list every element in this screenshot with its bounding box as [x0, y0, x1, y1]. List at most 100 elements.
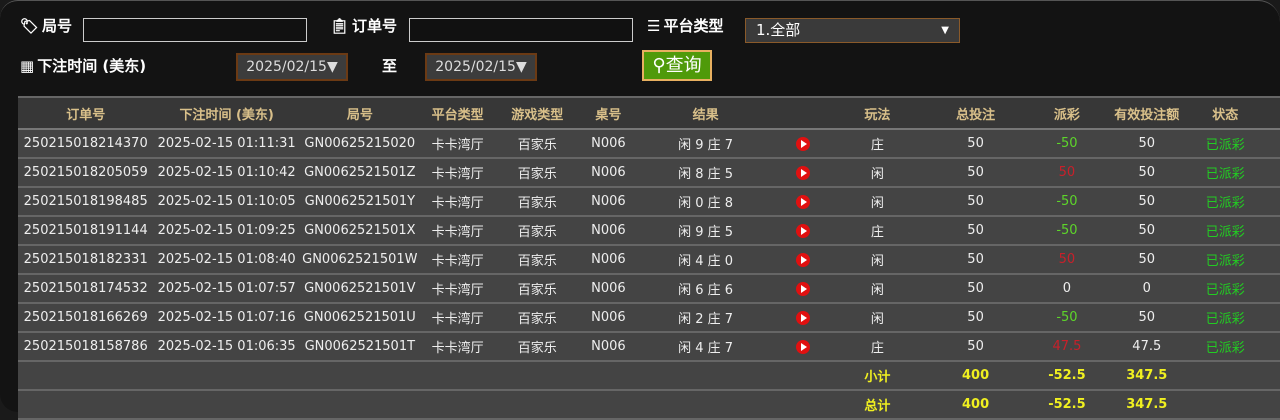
cell: [1261, 303, 1280, 333]
cell: GN0062521501U: [299, 303, 420, 333]
cell: [299, 361, 420, 391]
date-to-select[interactable]: 2025/02/15▼: [425, 53, 537, 81]
column-header: 平台类型: [419, 96, 496, 130]
replay-cell: [773, 245, 834, 275]
play-video-icon[interactable]: [796, 310, 811, 325]
cell: 卡卡湾厅: [419, 216, 496, 246]
play-video-icon[interactable]: [796, 339, 811, 354]
calendar-icon: ▦: [20, 56, 35, 75]
status-badge: 已派彩: [1189, 332, 1262, 362]
status-badge: 已派彩: [1189, 245, 1262, 275]
table-row: 250215018166269 2025-02-15 01:07:16 GN0062…: [18, 303, 1280, 333]
cell: 250215018158786: [18, 332, 154, 362]
time-label: ▦ 下注时间 (美东): [20, 56, 147, 76]
subtotal-row: 小计 400 -52.5 347.5: [18, 361, 1280, 391]
cell: 250215018205059: [18, 158, 154, 188]
cell: N006: [579, 332, 638, 362]
order-input[interactable]: [409, 18, 633, 42]
cell: 400: [921, 361, 1030, 391]
table-row: 250215018174532 2025-02-15 01:07:57 GN0062…: [18, 274, 1280, 304]
cell: [1189, 361, 1262, 391]
cell: 50: [921, 216, 1030, 246]
cell: GN0062521501W: [299, 245, 420, 275]
cell: 347.5: [1104, 361, 1190, 391]
cell: 50: [921, 332, 1030, 362]
cell: 百家乐: [495, 332, 580, 362]
cell: 闲: [833, 158, 922, 188]
table-row: 250215018191144 2025-02-15 01:09:25 GN0062…: [18, 216, 1280, 246]
cell: 卡卡湾厅: [419, 274, 496, 304]
cell: GN00625215020: [299, 129, 420, 159]
cell: 百家乐: [495, 245, 580, 275]
table-row: 250215018205059 2025-02-15 01:10:42 GN0062…: [18, 158, 1280, 188]
cell: [773, 361, 834, 391]
cell: 2025-02-15 01:06:35: [153, 332, 300, 362]
cell: 400: [921, 390, 1030, 420]
cell: 百家乐: [495, 187, 580, 217]
cell: 庄: [833, 129, 922, 159]
cell: [1261, 245, 1280, 275]
cell: N006: [579, 129, 638, 159]
replay-cell: [773, 303, 834, 333]
payout-cell: 0: [1029, 274, 1105, 304]
query-button[interactable]: ⚲查询: [642, 50, 712, 81]
cell: 50: [1104, 216, 1190, 246]
play-video-icon[interactable]: [796, 223, 811, 238]
cell: 50: [1104, 129, 1190, 159]
cell: [579, 390, 638, 420]
cell: 卡卡湾厅: [419, 303, 496, 333]
replay-cell: [773, 332, 834, 362]
play-video-icon[interactable]: [796, 281, 811, 296]
payout-cell: 47.5: [1029, 332, 1105, 362]
payout-cell: -50: [1029, 216, 1105, 246]
status-badge: 已派彩: [1189, 303, 1262, 333]
column-header: 有效投注额: [1104, 96, 1190, 130]
cell: N006: [579, 303, 638, 333]
play-video-icon[interactable]: [796, 252, 811, 267]
cell: 卡卡湾厅: [419, 187, 496, 217]
subtotal-label: 小计: [833, 361, 922, 391]
cell: 2025-02-15 01:11:31: [153, 129, 300, 159]
round-input[interactable]: [83, 18, 307, 42]
clipboard-icon: 📋︎: [330, 16, 350, 35]
cell: 250215018191144: [18, 216, 154, 246]
cell: 卡卡湾厅: [419, 245, 496, 275]
platform-select[interactable]: 1.全部 ▼: [745, 18, 960, 43]
search-icon: ⚲: [652, 55, 666, 76]
payout-cell: -50: [1029, 187, 1105, 217]
cell: 闲 2 庄 7: [637, 303, 774, 333]
replay-cell: [773, 129, 834, 159]
cell: [1261, 216, 1280, 246]
cell: 闲 6 庄 6: [637, 274, 774, 304]
cell: [1261, 129, 1280, 159]
status-badge: 已派彩: [1189, 216, 1262, 246]
cell: 闲 8 庄 5: [637, 158, 774, 188]
column-header: 桌号: [579, 96, 638, 130]
date-from-select[interactable]: 2025/02/15▼: [236, 53, 348, 81]
cell: N006: [579, 274, 638, 304]
cell: [419, 390, 496, 420]
platform-label: ☰ 平台类型: [647, 16, 724, 36]
payout-cell: 50: [1029, 245, 1105, 275]
play-video-icon[interactable]: [796, 136, 811, 151]
cell: [1261, 332, 1280, 362]
table-row: 250215018158786 2025-02-15 01:06:35 GN0062…: [18, 332, 1280, 362]
play-video-icon[interactable]: [796, 194, 811, 209]
cell: 百家乐: [495, 129, 580, 159]
column-header: 派彩: [1029, 96, 1105, 130]
column-header: 下注时间 (美东): [153, 96, 300, 130]
column-header: [773, 96, 834, 130]
cell: 50: [921, 187, 1030, 217]
cell: GN0062521501X: [299, 216, 420, 246]
cell: [419, 361, 496, 391]
tag-icon: 🏷︎: [20, 16, 40, 35]
replay-cell: [773, 216, 834, 246]
cell: 闲 0 庄 8: [637, 187, 774, 217]
cell: 50: [1104, 245, 1190, 275]
cell: 2025-02-15 01:10:42: [153, 158, 300, 188]
play-video-icon[interactable]: [796, 165, 811, 180]
cell: 闲 9 庄 7: [637, 129, 774, 159]
cell: [18, 390, 154, 420]
column-header: 游戏类型: [495, 96, 580, 130]
